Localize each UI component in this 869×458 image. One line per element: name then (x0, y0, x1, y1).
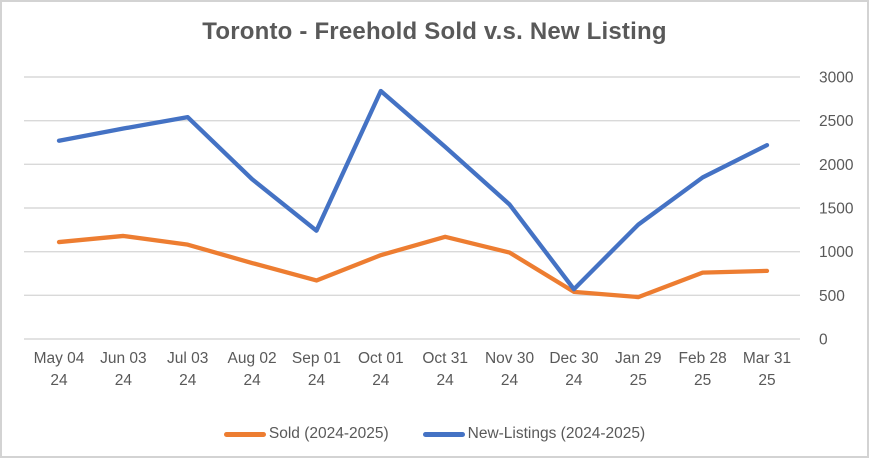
x-tick-label-year: 24 (372, 372, 390, 389)
x-tick-label-year: 25 (758, 372, 775, 389)
y-tick-label: 1500 (819, 201, 854, 218)
x-tick-label-date: Jul 03 (167, 350, 208, 367)
x-axis-tick-labels: May 04 24 Jun 03 24 Jul 03 24 Aug 02 24 Sep 01 24… (34, 350, 792, 389)
x-tick-label-year: 24 (437, 372, 455, 389)
legend-swatch-new-listings (422, 431, 465, 437)
x-tick-label-date: May 04 (34, 350, 85, 367)
legend-item-sold[interactable]: Sold (2024-2025) (223, 425, 389, 443)
y-axis-tick-labels: 0 500 1000 1500 2000 2500 3000 (819, 70, 854, 349)
x-tick-label-year: 25 (630, 372, 647, 389)
legend: Sold (2024-2025) New-Listings (2024-2025… (2, 425, 867, 443)
y-tick-label: 500 (819, 288, 845, 305)
x-tick-label-date: Feb 28 (679, 350, 727, 367)
legend-label-new-listings: New-Listings (2024-2025) (467, 425, 646, 442)
x-tick-label-year: 24 (243, 372, 261, 389)
legend-label-sold: Sold (2024-2025) (268, 425, 389, 442)
x-tick-label-date: Mar 31 (743, 350, 791, 367)
series-line-sold (56, 233, 770, 300)
y-tick-label: 2000 (819, 157, 854, 174)
series-line-new-listings (56, 88, 770, 292)
x-tick-label-date: Oct 31 (422, 350, 468, 367)
x-tick-label-date: Aug 02 (228, 350, 277, 367)
legend-item-new-listings[interactable]: New-Listings (2024-2025) (422, 425, 646, 443)
x-tick-label-date: Jun 03 (100, 350, 147, 367)
y-tick-label: 2500 (819, 113, 854, 130)
x-tick-label-date: Oct 01 (358, 350, 404, 367)
x-tick-label-date: Jan 29 (615, 350, 662, 367)
x-tick-label-date: Nov 30 (485, 350, 534, 367)
x-tick-label-year: 24 (308, 372, 326, 389)
series-lines (56, 88, 770, 300)
y-tick-label: 3000 (819, 70, 854, 87)
x-tick-label-year: 24 (179, 372, 197, 389)
x-tick-label-year: 24 (50, 372, 68, 389)
y-tick-label: 1000 (819, 244, 854, 261)
x-tick-label-date: Dec 30 (549, 350, 598, 367)
x-tick-label-year: 25 (694, 372, 711, 389)
x-tick-label-year: 24 (565, 372, 583, 389)
x-tick-label-year: 24 (501, 372, 519, 389)
x-tick-label-year: 24 (115, 372, 133, 389)
chart-title: Toronto - Freehold Sold v.s. New Listing (202, 18, 667, 45)
legend-swatch-sold (223, 431, 266, 437)
x-tick-label-date: Sep 01 (292, 350, 341, 367)
y-tick-label: 0 (819, 332, 828, 349)
